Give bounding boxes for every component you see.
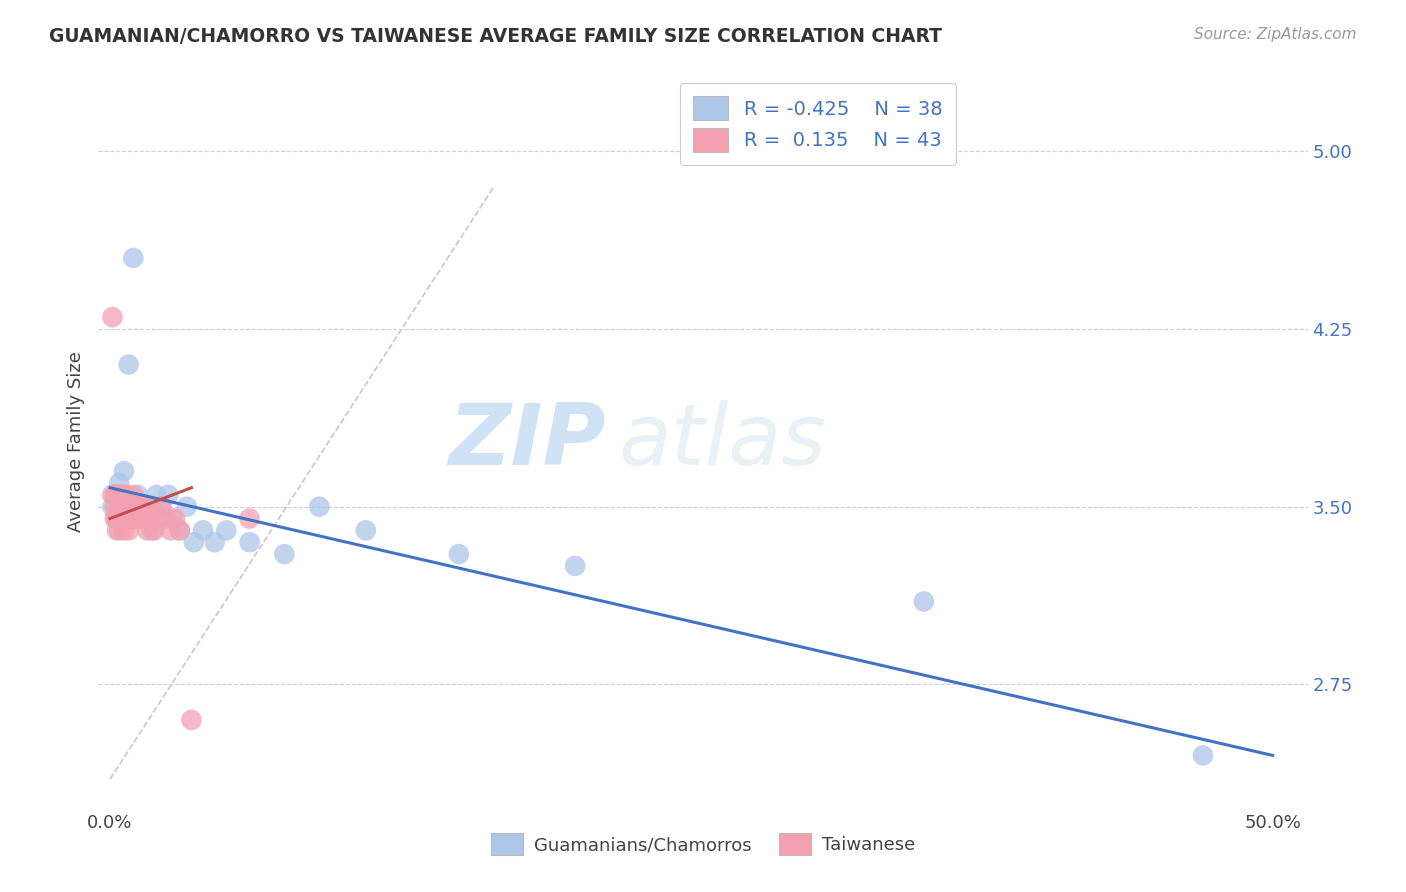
Point xyxy=(108,524,131,538)
Point xyxy=(120,500,142,514)
Point xyxy=(120,511,142,525)
Point xyxy=(308,500,330,514)
Point xyxy=(176,500,198,514)
Point xyxy=(136,524,159,538)
Point xyxy=(120,511,142,525)
Point xyxy=(169,524,191,538)
Text: GUAMANIAN/CHAMORRO VS TAIWANESE AVERAGE FAMILY SIZE CORRELATION CHART: GUAMANIAN/CHAMORRO VS TAIWANESE AVERAGE … xyxy=(49,27,942,45)
Point xyxy=(105,524,128,538)
Point xyxy=(239,535,262,549)
Point xyxy=(111,511,134,525)
Point xyxy=(141,524,163,538)
Point xyxy=(101,488,124,502)
Point xyxy=(101,310,124,325)
Point xyxy=(354,524,377,538)
Point xyxy=(127,500,149,514)
Text: atlas: atlas xyxy=(619,400,827,483)
Point xyxy=(136,500,159,514)
Point xyxy=(150,500,173,514)
Point xyxy=(118,358,141,372)
Point xyxy=(118,500,141,514)
Point xyxy=(122,488,145,502)
Point xyxy=(115,511,138,525)
Point xyxy=(159,524,181,538)
Point xyxy=(204,535,226,549)
Point xyxy=(112,500,135,514)
Point xyxy=(115,500,138,514)
Point xyxy=(150,500,173,514)
Point xyxy=(111,500,134,514)
Point xyxy=(155,511,177,525)
Point xyxy=(145,511,167,525)
Point xyxy=(112,464,135,478)
Point xyxy=(108,500,131,514)
Point xyxy=(157,488,180,502)
Point xyxy=(112,488,135,502)
Point xyxy=(180,713,202,727)
Point xyxy=(134,511,156,525)
Point xyxy=(169,524,191,538)
Point xyxy=(129,511,152,525)
Point xyxy=(564,558,586,573)
Point xyxy=(447,547,470,561)
Point xyxy=(143,511,166,525)
Point xyxy=(108,511,131,525)
Text: ZIP: ZIP xyxy=(449,400,606,483)
Y-axis label: Average Family Size: Average Family Size xyxy=(66,351,84,532)
Point xyxy=(134,511,156,525)
Point xyxy=(104,511,127,525)
Point xyxy=(104,488,127,502)
Point xyxy=(129,511,152,525)
Point xyxy=(105,488,128,502)
Point xyxy=(118,511,141,525)
Point xyxy=(131,500,153,514)
Point xyxy=(138,511,160,525)
Point xyxy=(141,500,163,514)
Point xyxy=(273,547,295,561)
Point xyxy=(122,500,145,514)
Point xyxy=(118,524,141,538)
Point xyxy=(145,488,167,502)
Point xyxy=(105,511,128,525)
Point xyxy=(122,251,145,265)
Point xyxy=(111,488,134,502)
Point xyxy=(215,524,238,538)
Legend: Guamanians/Chamorros, Taiwanese: Guamanians/Chamorros, Taiwanese xyxy=(484,826,922,863)
Text: Source: ZipAtlas.com: Source: ZipAtlas.com xyxy=(1194,27,1357,42)
Point xyxy=(115,488,138,502)
Point xyxy=(165,511,187,525)
Point xyxy=(111,488,134,502)
Point xyxy=(105,511,128,525)
Point xyxy=(111,511,134,525)
Point xyxy=(104,500,127,514)
Point xyxy=(239,511,262,525)
Point xyxy=(124,500,146,514)
Point xyxy=(1192,748,1215,763)
Point xyxy=(112,524,135,538)
Point xyxy=(127,488,149,502)
Point xyxy=(108,488,131,502)
Point xyxy=(108,475,131,490)
Point xyxy=(191,524,214,538)
Point xyxy=(143,524,166,538)
Point xyxy=(131,500,153,514)
Point xyxy=(183,535,205,549)
Point xyxy=(912,594,935,608)
Point xyxy=(124,511,146,525)
Point xyxy=(162,511,184,525)
Point xyxy=(101,500,124,514)
Point xyxy=(115,500,138,514)
